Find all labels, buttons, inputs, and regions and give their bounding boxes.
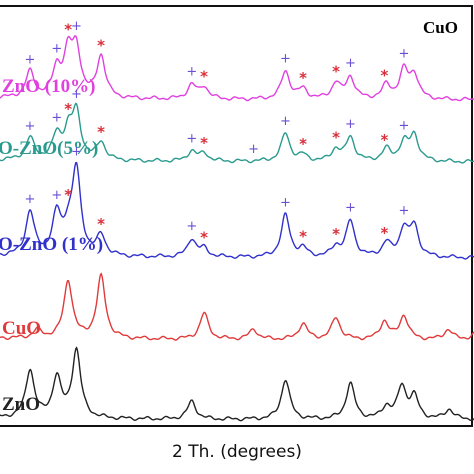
cuo-peak-marker: *: [64, 100, 72, 118]
series-label: O-ZnO (1%): [0, 234, 103, 255]
zno-peak-marker: +: [71, 87, 82, 102]
cuo-peak-marker: *: [97, 36, 105, 54]
cuo-peak-marker: *: [299, 228, 307, 246]
traces: [0, 35, 474, 422]
corner-label: CuO: [423, 18, 458, 37]
trace-zno: [0, 346, 474, 422]
cuo-peak-marker: *: [380, 224, 388, 242]
zno-peak-marker: +: [51, 111, 62, 126]
cuo-peak-marker: *: [64, 21, 72, 39]
zno-peak-marker: +: [71, 145, 82, 160]
zno-peak-marker: +: [186, 65, 197, 80]
zno-peak-marker: +: [186, 131, 197, 146]
zno-peak-marker: +: [25, 52, 36, 67]
zno-peak-marker: +: [345, 201, 356, 216]
cuo-peak-marker: *: [332, 225, 340, 243]
cuo-peak-marker: *: [380, 131, 388, 149]
zno-peak-marker: +: [280, 114, 291, 129]
cuo-peak-marker: *: [332, 128, 340, 146]
zno-peak-marker: +: [280, 196, 291, 211]
cuo-peak-marker: *: [97, 215, 105, 233]
cuo-peak-marker: *: [299, 69, 307, 87]
zno-peak-marker: +: [398, 118, 409, 133]
zno-peak-marker: +: [51, 188, 62, 203]
cuo-peak-marker: *: [200, 229, 208, 247]
zno-peak-marker: +: [345, 56, 356, 71]
peak-markers: +++++ ++*** * * *++++++ + +*** * * *+ ++++ + +*** * * *: [25, 19, 410, 247]
zno-peak-marker: +: [248, 142, 259, 157]
trace-cuo-zno-10-: [0, 35, 474, 102]
cuo-peak-marker: *: [200, 134, 208, 152]
x-axis-label: 2 Th. (degrees): [172, 442, 302, 462]
zno-peak-marker: +: [186, 219, 197, 234]
series-label: ZnO (10%): [2, 76, 95, 97]
series-labels: ZnO CuO O-ZnO (1%) O-ZnO(5%) ZnO (10%): [0, 76, 103, 415]
zno-peak-marker: +: [25, 119, 36, 134]
cuo-peak-marker: *: [332, 63, 340, 81]
trace-cuo-zno-5-: [0, 102, 474, 164]
zno-peak-marker: +: [71, 19, 82, 34]
zno-peak-marker: +: [345, 117, 356, 132]
cuo-peak-marker: *: [299, 135, 307, 153]
cuo-peak-marker: *: [64, 186, 72, 204]
cuo-peak-marker: *: [200, 67, 208, 85]
zno-peak-marker: +: [25, 192, 36, 207]
plot-frame: [0, 5, 473, 427]
series-label: O-ZnO(5%): [0, 138, 98, 159]
zno-peak-marker: +: [398, 203, 409, 218]
series-label: ZnO: [2, 394, 40, 415]
series-label: CuO: [2, 318, 41, 339]
zno-peak-marker: +: [398, 47, 409, 62]
zno-peak-marker: +: [51, 41, 62, 56]
trace-cuo-zno-1-: [0, 161, 474, 260]
zno-peak-marker: +: [280, 52, 291, 67]
trace-cuo: [0, 272, 474, 341]
cuo-peak-marker: *: [97, 123, 105, 141]
cuo-peak-marker: *: [380, 67, 388, 85]
